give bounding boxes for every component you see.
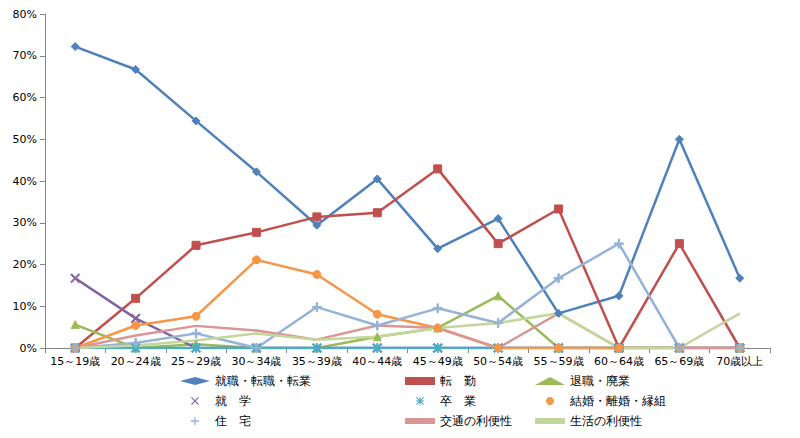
svg-text:結婚・離婚・縁組: 結婚・離婚・縁組	[569, 394, 666, 408]
svg-text:退職・廃業: 退職・廃業	[570, 374, 630, 388]
svg-text:55～59歳: 55～59歳	[534, 355, 584, 368]
svg-text:80%: 80%	[13, 8, 37, 21]
svg-text:35～39歳: 35～39歳	[292, 355, 342, 368]
svg-text:25～29歳: 25～29歳	[171, 355, 221, 368]
svg-text:就 学: 就 学	[215, 394, 251, 408]
svg-text:20～24歳: 20～24歳	[111, 355, 161, 368]
svg-text:40～44歳: 40～44歳	[352, 355, 402, 368]
svg-text:60～64歳: 60～64歳	[594, 355, 644, 368]
svg-text:生活の利便性: 生活の利便性	[570, 414, 642, 428]
svg-text:40%: 40%	[13, 175, 37, 188]
svg-text:45～49歳: 45～49歳	[413, 355, 463, 368]
svg-text:70歳以上: 70歳以上	[716, 355, 763, 368]
svg-text:50～54歳: 50～54歳	[473, 355, 523, 368]
svg-text:65～69歳: 65～69歳	[654, 355, 704, 368]
svg-text:60%: 60%	[13, 91, 37, 104]
svg-text:卒 業: 卒 業	[440, 394, 476, 408]
svg-text:50%: 50%	[13, 133, 37, 146]
svg-text:20%: 20%	[13, 258, 37, 271]
svg-text:30%: 30%	[13, 216, 37, 229]
svg-text:10%: 10%	[13, 300, 37, 313]
svg-text:30～34歳: 30～34歳	[231, 355, 281, 368]
svg-text:就職・転職・転業: 就職・転職・転業	[215, 374, 311, 388]
svg-text:15～19歳: 15～19歳	[50, 355, 100, 368]
svg-text:0%: 0%	[20, 342, 37, 355]
svg-text:転 勤: 転 勤	[440, 374, 476, 388]
svg-text:70%: 70%	[13, 49, 37, 62]
svg-text:住 宅: 住 宅	[214, 414, 251, 428]
svg-text:交通の利便性: 交通の利便性	[440, 414, 512, 428]
